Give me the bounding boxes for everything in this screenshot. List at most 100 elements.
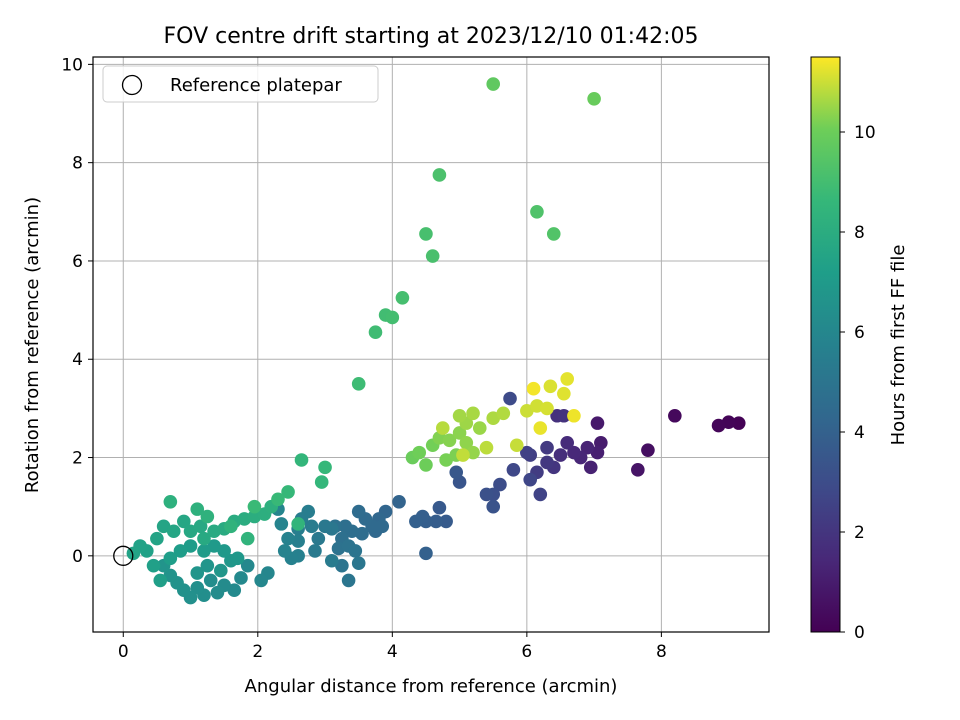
data-point [368, 325, 383, 340]
x-tick-label: 0 [118, 642, 129, 662]
data-point [543, 379, 558, 394]
data-point [177, 514, 191, 529]
data-point [526, 381, 541, 396]
data-point [240, 558, 255, 573]
data-point [271, 492, 285, 507]
colorbar-tick-label: 6 [854, 323, 865, 343]
y-tick-label: 2 [72, 449, 83, 469]
y-tick-label: 0 [72, 547, 83, 567]
data-point [318, 460, 332, 475]
data-point [274, 517, 289, 531]
data-point [560, 435, 575, 450]
data-point [163, 568, 178, 583]
data-point [520, 445, 534, 460]
data-point [217, 544, 231, 558]
colorbar-tick-label: 10 [854, 123, 876, 143]
y-tick-label: 8 [72, 154, 83, 174]
data-point [351, 377, 366, 391]
data-point [560, 372, 575, 386]
data-point [163, 551, 178, 566]
data-point [486, 411, 501, 426]
legend: Reference platepar [102, 65, 379, 103]
y-tick-label: 6 [72, 252, 83, 272]
x-tick-label: 8 [656, 642, 667, 662]
data-point [520, 404, 534, 418]
colorbar-tick-label: 4 [854, 423, 865, 443]
data-point [540, 440, 554, 455]
data-point [419, 458, 433, 472]
y-axis-ticks: 0 2 4 6 8 10 [61, 55, 93, 567]
data-point [557, 408, 571, 423]
y-tick-label: 10 [61, 55, 83, 75]
data-point [395, 291, 410, 305]
data-point [493, 477, 507, 492]
colorbar: 0 2 4 6 8 10 Hours from first FF file [810, 56, 909, 643]
colorbar-tick-label: 8 [854, 223, 865, 243]
data-point [587, 91, 601, 106]
data-point [486, 77, 501, 91]
data-point [348, 544, 363, 558]
data-point [567, 408, 581, 423]
chart-title: FOV centre drift starting at 2023/12/10 … [164, 24, 699, 49]
data-point [523, 472, 538, 487]
data-point [277, 544, 292, 558]
data-point [530, 205, 544, 219]
legend-box [102, 65, 379, 103]
x-axis-ticks: 0 2 4 6 8 [118, 632, 667, 662]
data-point [590, 445, 605, 460]
data-point [452, 426, 467, 440]
data-point [183, 539, 198, 553]
x-tick-label: 2 [252, 642, 263, 662]
data-point [335, 558, 349, 573]
data-point [435, 421, 450, 435]
data-point [351, 556, 366, 570]
data-point [304, 519, 319, 534]
data-point [425, 249, 440, 263]
data-point [486, 499, 501, 514]
data-point [291, 517, 305, 531]
data-point [432, 500, 447, 515]
data-point [479, 487, 494, 502]
data-point [540, 401, 554, 416]
data-point [190, 502, 205, 516]
data-point [557, 386, 571, 401]
data-point [583, 460, 598, 475]
colorbar-gradient [810, 56, 841, 633]
data-point [341, 573, 356, 588]
data-point [314, 475, 329, 489]
data-point [392, 494, 406, 509]
data-point [153, 573, 168, 588]
data-point [281, 485, 295, 499]
data-point [146, 558, 161, 573]
data-point [150, 531, 164, 546]
data-point [308, 544, 322, 558]
data-point [375, 519, 390, 534]
data-point [200, 509, 215, 524]
data-point [240, 531, 255, 546]
data-point [668, 408, 682, 423]
data-point [227, 583, 242, 598]
legend-label: Reference platepar [170, 75, 342, 96]
data-point [567, 445, 581, 460]
data-point [318, 519, 332, 534]
data-point [200, 558, 215, 573]
data-point [540, 455, 554, 470]
plot-frame [92, 56, 770, 633]
colorbar-tick-label: 2 [854, 523, 865, 543]
scatter-points [126, 77, 746, 605]
data-point [210, 585, 225, 600]
data-point [503, 391, 517, 406]
data-point [459, 435, 474, 450]
data-point [472, 421, 487, 435]
x-tick-label: 6 [521, 642, 532, 662]
data-point [439, 453, 453, 467]
colorbar-tick-label: 0 [854, 623, 865, 643]
data-point [311, 531, 326, 546]
data-point [409, 514, 423, 529]
data-point [214, 563, 228, 578]
data-point [190, 566, 205, 580]
data-point [533, 421, 548, 435]
colorbar-ticks: 0 2 4 6 8 10 [840, 123, 876, 643]
data-point [449, 465, 464, 480]
